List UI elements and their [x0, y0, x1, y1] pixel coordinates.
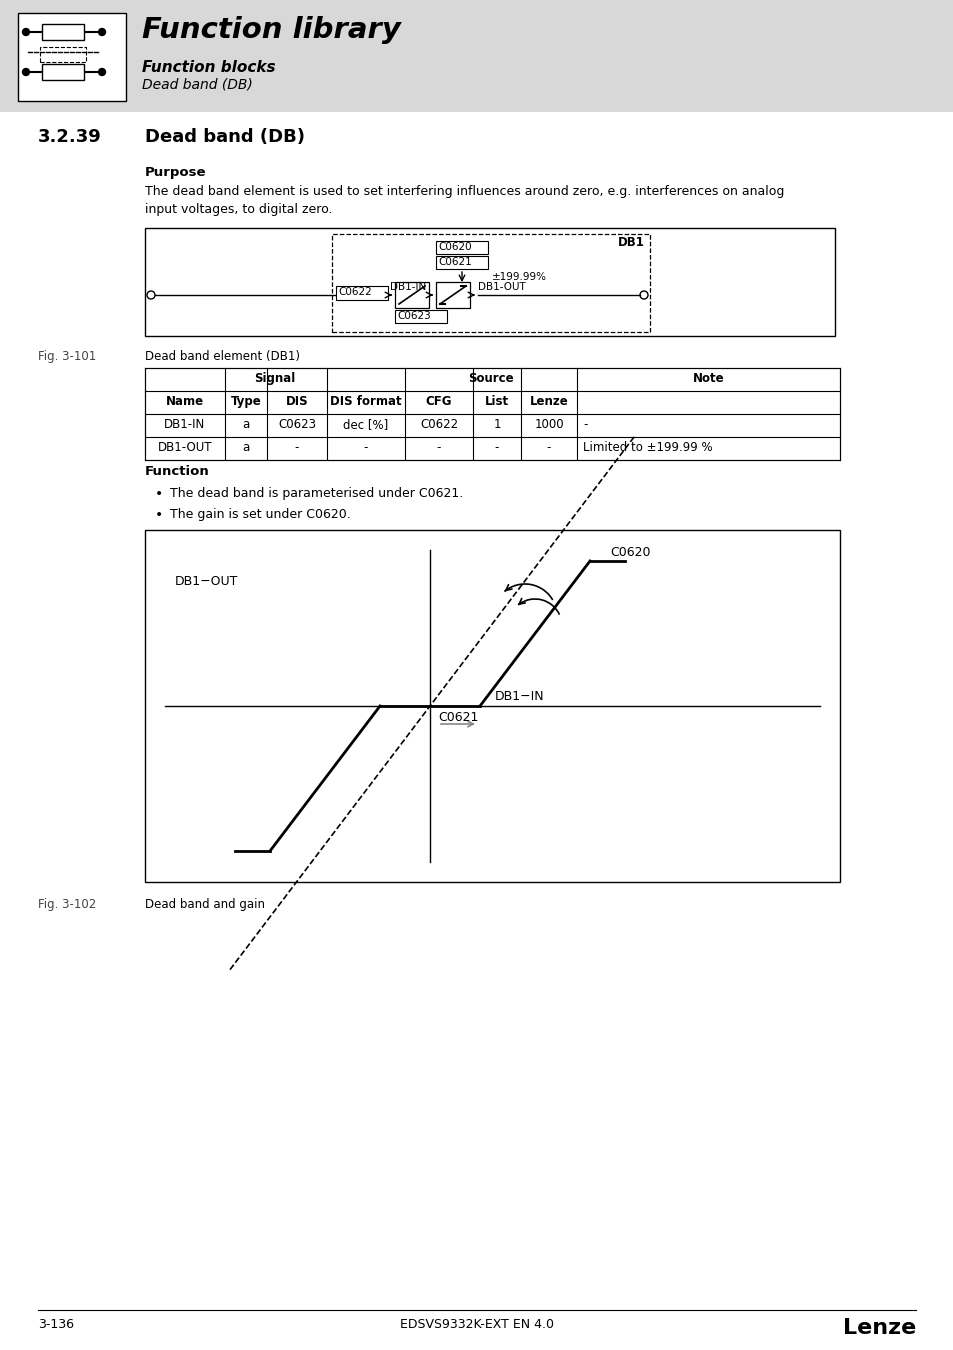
- Text: DB1−OUT: DB1−OUT: [174, 575, 238, 589]
- Text: Fig. 3-102: Fig. 3-102: [38, 898, 96, 911]
- Text: C0621: C0621: [437, 711, 477, 724]
- Text: 1000: 1000: [534, 418, 563, 431]
- Text: -: -: [363, 441, 368, 454]
- Circle shape: [23, 69, 30, 76]
- Text: Dead band and gain: Dead band and gain: [145, 898, 265, 911]
- Bar: [436, 282, 470, 308]
- Text: Dead band (DB): Dead band (DB): [142, 78, 253, 92]
- Text: Dead band (DB): Dead band (DB): [145, 128, 305, 146]
- Text: CFG: CFG: [425, 396, 452, 408]
- Bar: [395, 310, 447, 323]
- Text: Function: Function: [145, 464, 210, 478]
- Circle shape: [98, 28, 106, 35]
- Text: Name: Name: [166, 396, 204, 408]
- Bar: [40, 47, 86, 62]
- Text: The dead band element is used to set interfering influences around zero, e.g. in: The dead band element is used to set int…: [145, 185, 783, 216]
- Text: C0621: C0621: [437, 256, 471, 267]
- Text: a: a: [242, 441, 250, 454]
- Circle shape: [23, 28, 30, 35]
- Text: -: -: [546, 441, 551, 454]
- Text: •: •: [154, 487, 163, 501]
- Bar: [145, 531, 840, 882]
- Text: Function library: Function library: [142, 16, 400, 45]
- Bar: [335, 286, 388, 300]
- Text: C0623: C0623: [396, 310, 431, 321]
- Text: Source: Source: [468, 373, 514, 385]
- Text: -: -: [582, 418, 587, 431]
- Text: C0620: C0620: [609, 545, 650, 559]
- Bar: [436, 242, 488, 254]
- Text: DB1−IN: DB1−IN: [495, 690, 544, 703]
- Text: DB1-OUT: DB1-OUT: [477, 282, 525, 292]
- Text: Fig. 3-101: Fig. 3-101: [38, 350, 96, 363]
- Text: Note: Note: [692, 373, 723, 385]
- Bar: [42, 24, 84, 40]
- Text: •: •: [154, 508, 163, 522]
- Bar: [18, 14, 126, 101]
- Text: C0623: C0623: [277, 418, 315, 431]
- Text: Signal: Signal: [254, 373, 295, 385]
- Text: Type: Type: [231, 396, 261, 408]
- Text: -: -: [495, 441, 498, 454]
- Text: Lenze: Lenze: [841, 1318, 915, 1338]
- Text: DIS format: DIS format: [330, 396, 401, 408]
- Text: ±199.99%: ±199.99%: [492, 271, 546, 282]
- Text: dec [%]: dec [%]: [343, 418, 388, 431]
- Text: Function blocks: Function blocks: [142, 59, 275, 76]
- Text: C0622: C0622: [419, 418, 457, 431]
- Text: -: -: [436, 441, 440, 454]
- Text: 3.2.39: 3.2.39: [38, 128, 102, 146]
- Text: Limited to ±199.99 %: Limited to ±199.99 %: [582, 441, 712, 454]
- Text: DB1-OUT: DB1-OUT: [157, 441, 212, 454]
- Text: C0622: C0622: [337, 288, 372, 297]
- Bar: [0, 0, 953, 112]
- Text: DIS: DIS: [285, 396, 308, 408]
- Text: C0620: C0620: [437, 242, 471, 252]
- Text: EDSVS9332K-EXT EN 4.0: EDSVS9332K-EXT EN 4.0: [399, 1318, 554, 1331]
- Bar: [145, 369, 840, 460]
- Text: a: a: [242, 418, 250, 431]
- Bar: [42, 63, 84, 80]
- Text: 3-136: 3-136: [38, 1318, 74, 1331]
- Bar: [436, 256, 488, 269]
- Text: DB1: DB1: [618, 236, 644, 248]
- Bar: [395, 282, 429, 308]
- Text: The dead band is parameterised under C0621.: The dead band is parameterised under C06…: [170, 487, 463, 500]
- Text: The gain is set under C0620.: The gain is set under C0620.: [170, 508, 351, 521]
- Text: DB1-IN: DB1-IN: [164, 418, 206, 431]
- Circle shape: [98, 69, 106, 76]
- Text: 1: 1: [493, 418, 500, 431]
- Text: List: List: [484, 396, 509, 408]
- Text: Lenze: Lenze: [529, 396, 568, 408]
- Bar: [332, 234, 649, 332]
- Text: Dead band element (DB1): Dead band element (DB1): [145, 350, 299, 363]
- Text: Purpose: Purpose: [145, 166, 206, 180]
- Text: DB1-IN: DB1-IN: [390, 282, 426, 292]
- Bar: [145, 228, 834, 336]
- Text: -: -: [294, 441, 299, 454]
